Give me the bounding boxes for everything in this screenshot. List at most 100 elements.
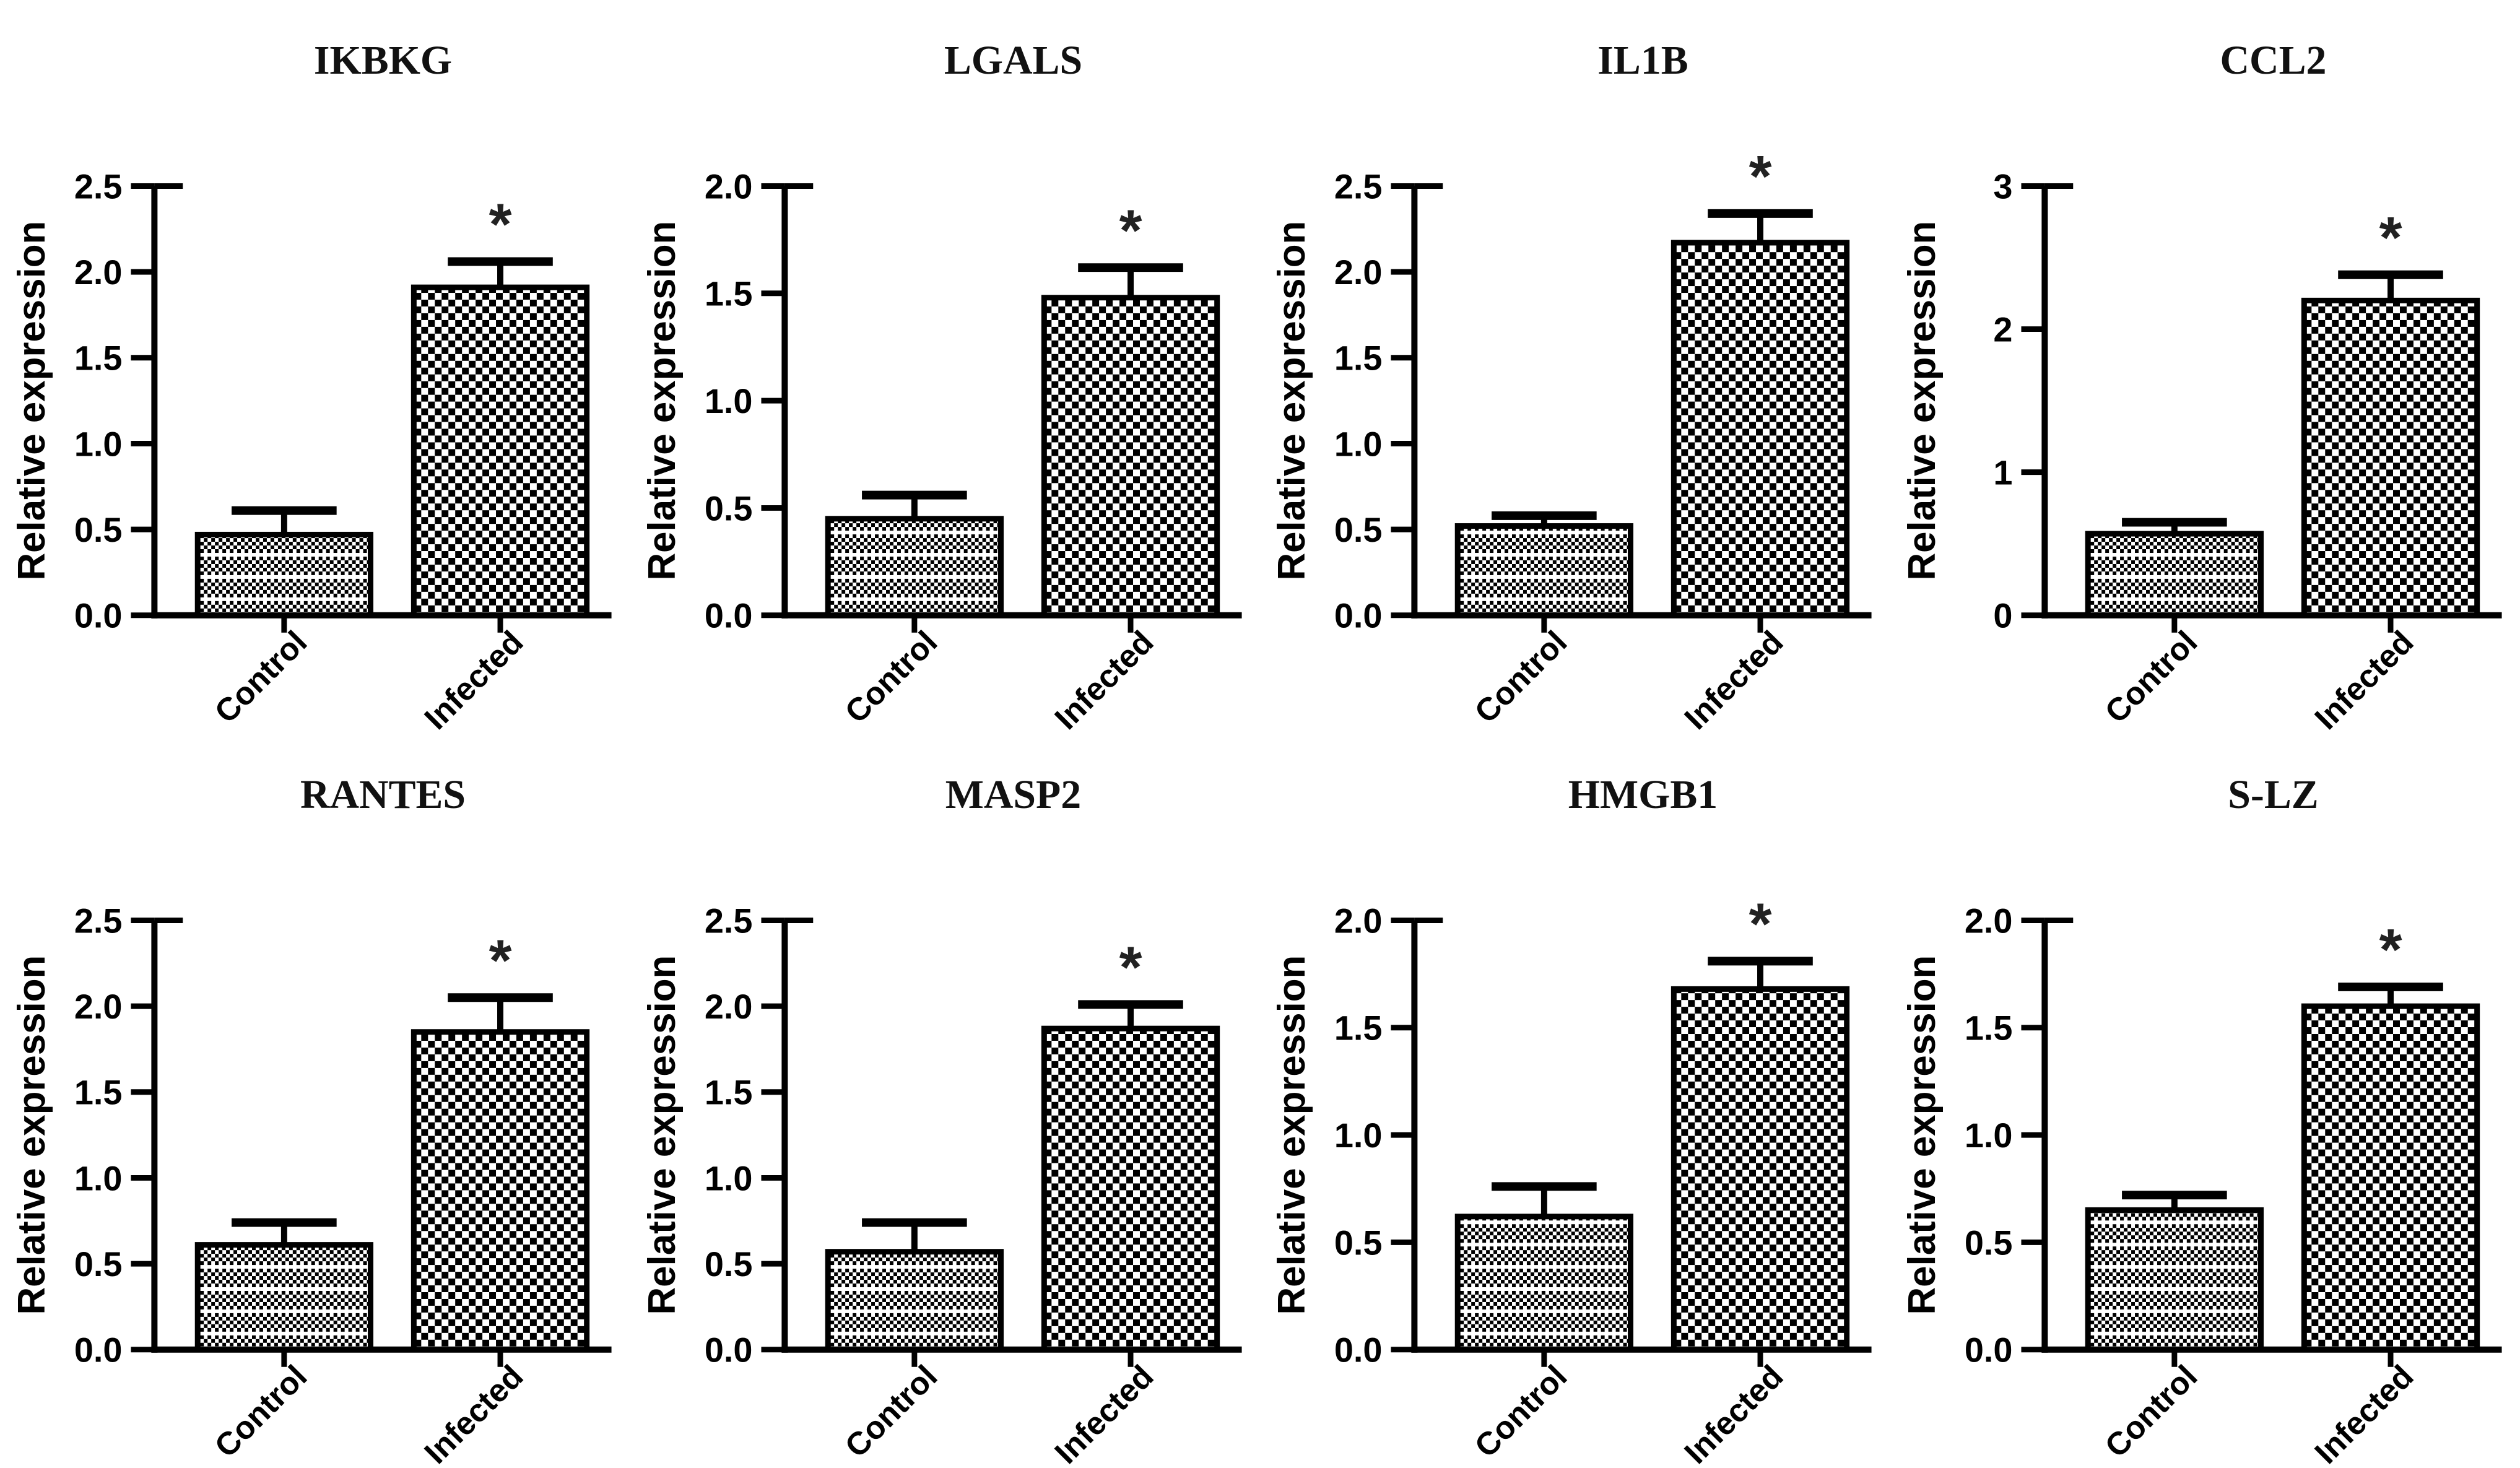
significance-asterisk: * (2379, 916, 2402, 982)
x-category-label: Infected (1048, 623, 1160, 734)
y-tick-label: 1 (1993, 453, 2012, 492)
y-tick-label: 2.5 (74, 167, 123, 206)
x-category-label: Control (838, 1358, 944, 1464)
y-axis-label: Relative expression (1900, 221, 1943, 581)
x-category-label: Control (1467, 1358, 1573, 1464)
y-tick-label: 0.0 (1334, 1330, 1383, 1369)
significance-asterisk: * (1749, 891, 1772, 957)
bar-infected (2301, 1003, 2480, 1352)
y-tick-label: 1.5 (1964, 1008, 2012, 1047)
bar-control (825, 1248, 1004, 1352)
y-tick-label: 2.0 (1334, 901, 1383, 940)
chart-lgals: LGALS Relative expression 0.0 0.5 1.0 1.5 2.0 C… (640, 38, 1242, 734)
y-tick-label: 0.0 (74, 1330, 123, 1369)
x-category-label: Control (207, 623, 313, 729)
bar-control (194, 1241, 374, 1352)
bar-infected (411, 1028, 590, 1352)
y-tick-label: 0.0 (704, 596, 752, 635)
chart-title: CCL2 (2220, 38, 2326, 83)
y-axis-label: Relative expression (1900, 955, 1943, 1314)
significance-asterisk: * (489, 192, 512, 258)
chart-title: HMGB1 (1568, 771, 1718, 817)
significance-asterisk: * (1749, 144, 1772, 209)
y-tick-label: 0.5 (1964, 1223, 2012, 1262)
significance-asterisk: * (489, 927, 512, 993)
y-tick-label: 1.5 (1334, 339, 1383, 378)
y-tick-label: 0.0 (74, 596, 123, 635)
y-tick-label: 1.0 (1334, 424, 1383, 463)
x-category-label: Infected (2308, 623, 2420, 734)
y-axis-label: Relative expression (1271, 955, 1313, 1314)
y-tick-label: 0.0 (1334, 596, 1383, 635)
bar-infected (411, 284, 590, 619)
bar-control (2085, 1207, 2264, 1352)
y-tick-label: 2.0 (704, 987, 752, 1026)
chart-title: LGALS (944, 38, 1082, 83)
y-tick-label: 2.5 (704, 901, 752, 940)
y-axis-label: Relative expression (11, 955, 53, 1314)
y-tick-label: 0.5 (74, 1244, 123, 1283)
chart-title: S-LZ (2228, 771, 2318, 817)
y-tick-label: 3 (1993, 167, 2012, 206)
y-tick-label: 1.5 (704, 274, 752, 313)
bar-infected (2301, 297, 2480, 619)
chart-panel-ikbkg: IKBKG Relative expression 0.0 0.5 1.0 1.5 2.0 2… (0, 0, 630, 734)
x-category-label: Control (838, 623, 944, 729)
y-tick-label: 0.0 (1964, 1330, 2012, 1369)
y-axis-label: Relative expression (640, 221, 683, 581)
y-axis-label: Relative expression (11, 221, 53, 581)
chart-panel-masp2: MASP2 Relative expression 0.0 0.5 1.0 1.5 2.0 2… (630, 734, 1261, 1468)
bar-infected (1041, 295, 1220, 619)
y-tick-label: 0.5 (74, 510, 123, 549)
chart-ikbkg: IKBKG Relative expression 0.0 0.5 1.0 1.5 2.0 2… (11, 38, 612, 734)
x-category-label: Infected (417, 623, 530, 734)
chart-title: IKBKG (314, 38, 452, 83)
bar-control (1454, 523, 1634, 619)
bar-infected (1041, 1025, 1220, 1352)
chart-ccl2: CCL2 Relative expression 0 1 2 3 Control Infect… (1900, 38, 2502, 734)
y-tick-label: 1.0 (1964, 1116, 2012, 1155)
y-tick-label: 0.5 (704, 489, 752, 528)
bar-infected (1671, 986, 1850, 1352)
x-category-label: Infected (1677, 1358, 1790, 1468)
bar-control (825, 516, 1004, 619)
y-tick-label: 1.5 (74, 339, 123, 378)
y-tick-label: 1.0 (74, 424, 123, 463)
x-category-label: Control (207, 1358, 313, 1464)
y-tick-label: 1.5 (74, 1072, 123, 1111)
bar-infected (1671, 240, 1850, 619)
chart-title: IL1B (1597, 38, 1688, 83)
chart-panel-hmgb1: HMGB1 Relative expression 0.0 0.5 1.0 1.5 2.0 C… (1260, 734, 1890, 1468)
x-category-label: Control (2098, 623, 2204, 729)
chart-masp2: MASP2 Relative expression 0.0 0.5 1.0 1.5 2.0 2… (640, 771, 1242, 1468)
y-tick-label: 1.0 (704, 1158, 752, 1197)
significance-asterisk: * (2379, 205, 2402, 271)
significance-asterisk: * (1119, 198, 1142, 263)
y-axis-label: Relative expression (640, 955, 683, 1314)
y-tick-label: 2.0 (1964, 901, 2012, 940)
y-tick-label: 2.0 (74, 253, 123, 292)
y-tick-label: 2.5 (1334, 167, 1383, 206)
y-tick-label: 2.0 (74, 987, 123, 1026)
y-tick-label: 2.0 (1334, 253, 1383, 292)
y-tick-label: 0.5 (704, 1244, 752, 1283)
chart-panel-ccl2: CCL2 Relative expression 0 1 2 3 Control Infect… (1890, 0, 2520, 734)
y-tick-label: 2 (1993, 310, 2012, 349)
y-axis-label: Relative expression (1271, 221, 1313, 581)
chart-title: MASP2 (945, 771, 1080, 817)
bar-control (2085, 531, 2264, 619)
y-tick-label: 0.5 (1334, 510, 1383, 549)
y-tick-label: 1.0 (74, 1158, 123, 1197)
chart-panel-lgals: LGALS Relative expression 0.0 0.5 1.0 1.5 2.0 C… (630, 0, 1261, 734)
x-category-label: Control (1467, 623, 1573, 729)
chart-panel-rantes: RANTES Relative expression 0.0 0.5 1.0 1.5 2.0… (0, 734, 630, 1468)
chart-il1b: IL1B Relative expression 0.0 0.5 1.0 1.5 2.0 2.… (1271, 38, 1872, 734)
y-tick-label: 0.5 (1334, 1223, 1383, 1262)
chart-s-lz: S-LZ Relative expression 0.0 0.5 1.0 1.5 2.0 Co… (1900, 771, 2502, 1468)
y-tick-label: 2.5 (74, 901, 123, 940)
y-tick-label: 1.0 (704, 381, 752, 420)
x-category-label: Control (2098, 1358, 2204, 1464)
bar-control (194, 531, 374, 619)
chart-panel-slz: S-LZ Relative expression 0.0 0.5 1.0 1.5 2.0 Co… (1890, 734, 2520, 1468)
